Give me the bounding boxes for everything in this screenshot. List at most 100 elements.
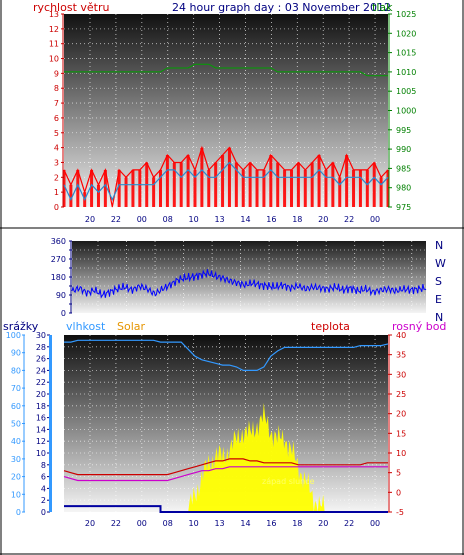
solar-series-area [64, 402, 388, 512]
time-tick-label: 20 [85, 215, 95, 224]
pressure-tick-label: 1020 [396, 29, 416, 38]
humidity-tick-label: 0 [16, 508, 21, 517]
temperature-tick-label: -5 [396, 508, 404, 517]
compass-label: N [435, 239, 443, 252]
time-tick-label: 16 [266, 519, 276, 528]
rain-tick-label: 10 [36, 449, 46, 458]
pressure-tick-label: 975 [396, 203, 411, 212]
time-tick-label: 00 [370, 519, 380, 528]
pressure-series-line [64, 63, 388, 77]
time-tick-label: 22 [111, 215, 121, 224]
rain-tick-label: 2 [41, 496, 46, 505]
direction-tick-label: 0 [61, 309, 66, 318]
temperature-tick-label: 40 [396, 331, 406, 340]
time-tick-label: 13 [214, 519, 224, 528]
time-tick-label: 08 [163, 215, 173, 224]
direction-tick-label: 180 [51, 273, 66, 282]
pressure-tick-label: 995 [396, 126, 411, 135]
wind-axis-label: rychlost větru [33, 1, 109, 14]
humidity-tick-label: 70 [11, 384, 21, 393]
humidity-series-line [64, 339, 389, 371]
compass-label: S [435, 275, 442, 288]
wind-tick-label: 2 [54, 173, 59, 182]
temperature-tick-label: 0 [396, 488, 401, 497]
wind-tick-label: 7 [54, 99, 59, 108]
rain-tick-label: 18 [36, 402, 46, 411]
direction-tick-label: 270 [51, 255, 66, 264]
wind-series-line [63, 145, 389, 208]
temperature-label: teplota [311, 320, 350, 333]
humidity-tick-label: 50 [11, 420, 21, 429]
wind-tick-label: 3 [54, 158, 59, 167]
rain-tick-label: 14 [36, 425, 46, 434]
compass-label: N [435, 311, 443, 324]
temperature-tick-label: 15 [396, 429, 406, 438]
direction-series-line [71, 269, 427, 299]
wind-tick-label: 10 [49, 55, 59, 64]
wind-tick-label: 4 [54, 144, 59, 153]
time-tick-label: 22 [344, 519, 354, 528]
dewpoint-series-line [63, 466, 388, 482]
humidity-tick-label: 30 [11, 455, 21, 464]
pressure-tick-label: 990 [396, 145, 411, 154]
time-tick-label: 20 [318, 215, 328, 224]
rain-tick-label: 0 [41, 508, 46, 517]
time-tick-label: 14 [240, 519, 250, 528]
rain-series-line [64, 505, 388, 513]
rain-tick-label: 4 [41, 484, 46, 493]
compass-label: E [435, 293, 442, 306]
time-tick-label: 22 [111, 519, 121, 528]
time-tick-label: 20 [318, 519, 328, 528]
time-tick-label: 10 [189, 519, 199, 528]
wind-tick-label: 11 [49, 40, 59, 49]
wind-tick-label: 5 [54, 129, 59, 138]
pressure-tick-label: 1005 [396, 87, 416, 96]
wind-tick-label: 6 [54, 114, 59, 123]
rain-tick-label: 30 [36, 331, 46, 340]
time-tick-label: 08 [163, 519, 173, 528]
compass-label: W [435, 257, 446, 270]
pressure-tick-label: 985 [396, 164, 411, 173]
wind-tick-label: 9 [54, 69, 59, 78]
time-tick-label: 10 [189, 215, 199, 224]
chart-title: 24 hour graph day : 03 November 2012 [172, 1, 391, 14]
dewpoint-label: rosný bod [392, 320, 446, 333]
rain-tick-label: 16 [36, 414, 46, 423]
wind-tick-label: 1 [54, 188, 59, 197]
temperature-series-line [63, 458, 388, 476]
rain-axis-bar [49, 335, 52, 512]
humidity-tick-label: 100 [6, 331, 21, 340]
pressure-tick-label: 980 [396, 184, 411, 193]
rain-tick-label: 26 [36, 355, 46, 364]
average-wind-series-line [63, 161, 389, 202]
humidity-tick-label: 20 [11, 473, 21, 482]
wind-tick-label: 12 [49, 25, 59, 34]
pressure-tick-label: 1025 [396, 10, 416, 19]
temperature-tick-label: 25 [396, 390, 406, 399]
rain-tick-label: 12 [36, 437, 46, 446]
time-tick-label: 18 [292, 519, 302, 528]
rain-tick-label: 28 [36, 343, 46, 352]
temperature-tick-label: 10 [396, 449, 406, 458]
temperature-tick-label: 20 [396, 410, 406, 419]
time-tick-label: 18 [292, 215, 302, 224]
rain-tick-label: 8 [41, 461, 46, 470]
direction-tick-label: 90 [56, 291, 66, 300]
direction-tick-label: 360 [51, 237, 66, 246]
time-tick-label: 22 [344, 215, 354, 224]
time-tick-label: 00 [370, 215, 380, 224]
axes-layer: 0123456789101112139759809859909951000100… [6, 10, 446, 528]
wind-tick-label: 13 [49, 10, 59, 19]
time-tick-label: 00 [137, 215, 147, 224]
pressure-axis-label: tlak [372, 1, 393, 14]
rain-tick-label: 20 [36, 390, 46, 399]
rain-tick-label: 24 [36, 366, 46, 375]
sunset-annotation: západ slunce [262, 477, 315, 486]
rain-axis-label: srážky [3, 320, 39, 333]
pressure-tick-label: 1010 [396, 68, 416, 77]
temperature-tick-label: 30 [396, 370, 406, 379]
temperature-tick-label: 35 [396, 351, 406, 360]
time-tick-label: 13 [214, 215, 224, 224]
time-tick-label: 00 [137, 519, 147, 528]
